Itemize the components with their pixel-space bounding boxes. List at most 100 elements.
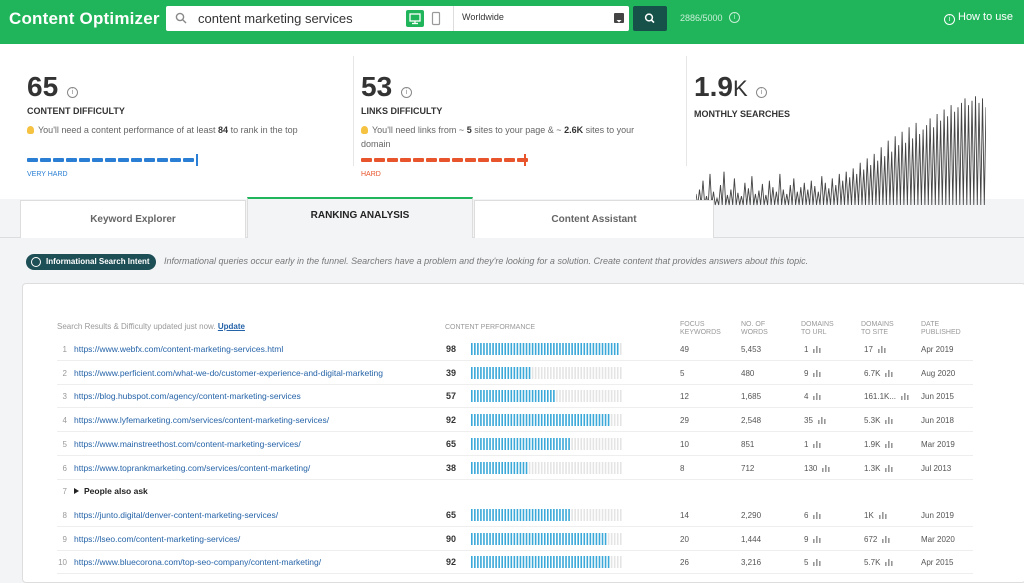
chart-icon[interactable]	[813, 511, 822, 519]
results-caption: Search Results & Difficulty updated just…	[57, 322, 245, 331]
performance-tick	[568, 390, 570, 403]
performance-tick	[559, 461, 561, 474]
table-row[interactable]: 6 https://www.toprankmarketing.com/servic…	[57, 457, 973, 480]
table-row[interactable]: 5 https://www.mainstreethost.com/content-…	[57, 433, 973, 456]
performance-tick	[556, 461, 558, 474]
chart-icon[interactable]	[813, 345, 822, 353]
people-also-ask-row[interactable]: 7 People also ask	[57, 480, 973, 503]
performance-tick	[619, 390, 622, 403]
performance-tick	[583, 414, 586, 427]
performance-tick	[540, 508, 543, 521]
performance-tick	[592, 461, 595, 474]
tab-content-assistant[interactable]: Content Assistant	[474, 200, 714, 238]
bar-segment	[66, 158, 77, 162]
performance-tick	[583, 366, 586, 379]
performance-tick	[543, 414, 546, 427]
domains-to-site: 17	[864, 345, 886, 354]
search-icon	[175, 12, 187, 24]
desktop-device-button[interactable]	[406, 10, 424, 27]
result-url-link[interactable]: https://blog.hubspot.com/agency/content-…	[74, 391, 301, 402]
chart-icon[interactable]	[813, 535, 822, 543]
performance-tick	[498, 366, 500, 379]
chart-icon[interactable]	[822, 464, 830, 472]
info-icon[interactable]: i	[729, 12, 740, 23]
bar-segment	[439, 158, 450, 162]
chart-icon[interactable]	[813, 558, 822, 567]
performance-tick	[483, 556, 485, 569]
how-to-use-link[interactable]: i How to use	[944, 11, 1013, 25]
chart-icon[interactable]	[813, 440, 822, 448]
info-icon[interactable]: i	[756, 87, 767, 98]
search-input[interactable]	[198, 9, 398, 27]
performance-tick	[531, 343, 534, 355]
mobile-device-button[interactable]	[430, 10, 442, 27]
update-link[interactable]: Update	[217, 322, 245, 331]
performance-tick	[486, 437, 488, 450]
performance-tick	[480, 508, 482, 521]
people-also-ask-toggle[interactable]: People also ask	[74, 486, 148, 496]
performance-tick	[543, 556, 546, 569]
performance-tick	[477, 508, 479, 521]
performance-tick	[553, 532, 555, 545]
chart-icon[interactable]	[885, 558, 894, 567]
performance-tick	[534, 390, 537, 403]
bar-marker	[196, 154, 198, 166]
info-icon[interactable]: i	[67, 87, 78, 98]
bar-segment	[131, 158, 142, 162]
chart-icon[interactable]	[885, 416, 894, 425]
performance-tick	[577, 532, 579, 545]
table-row[interactable]: 9 https://lseo.com/content-marketing-serv…	[57, 528, 973, 551]
result-url-link[interactable]: https://www.perficient.com/what-we-do/cu…	[74, 367, 383, 378]
table-row[interactable]: 2 https://www.perficient.com/what-we-do/c…	[57, 362, 973, 385]
domains-to-url: 9	[804, 369, 822, 378]
performance-tick	[586, 390, 589, 403]
table-row[interactable]: 1 https://www.webfx.com/content-marketing…	[57, 338, 973, 361]
table-row[interactable]: 4 https://www.lyfemarketing.com/services/…	[57, 409, 973, 433]
links-difficulty-label: LINKS DIFFICULTY	[361, 106, 443, 116]
result-url-link[interactable]: https://lseo.com/content-marketing-servi…	[74, 533, 241, 544]
chart-icon[interactable]	[877, 345, 886, 353]
chart-icon[interactable]	[885, 440, 894, 448]
performance-tick	[550, 508, 552, 521]
chart-icon[interactable]	[817, 416, 826, 425]
chart-icon[interactable]	[885, 464, 894, 472]
performance-tick	[553, 414, 555, 427]
performance-tick	[574, 532, 576, 545]
location-select[interactable]: Worldwide	[462, 12, 504, 22]
tab-ranking-analysis[interactable]: RANKING ANALYSIS	[247, 197, 473, 238]
info-icon[interactable]: i	[401, 87, 412, 98]
result-url-link[interactable]: https://www.webfx.com/content-marketing-…	[74, 344, 284, 354]
result-url-link[interactable]: https://junto.digital/denver-content-mar…	[74, 509, 279, 520]
performance-tick	[495, 414, 497, 427]
performance-tick	[613, 390, 616, 403]
search-intent-badge: Informational Search Intent	[26, 254, 156, 270]
chart-icon[interactable]	[885, 369, 894, 377]
performance-tick	[537, 343, 540, 355]
chart-icon[interactable]	[813, 369, 822, 377]
chart-icon[interactable]	[882, 535, 890, 543]
performance-tick	[531, 366, 534, 379]
metrics-panel: 65 i CONTENT DIFFICULTY You'll need a co…	[0, 44, 1024, 206]
result-url-link[interactable]: https://www.toprankmarketing.com/service…	[74, 462, 311, 473]
performance-tick	[574, 556, 576, 569]
performance-tick	[543, 437, 546, 450]
performance-tick	[619, 343, 622, 355]
search-button[interactable]	[633, 6, 667, 31]
result-url-link[interactable]: https://www.lyfemarketing.com/services/c…	[74, 415, 330, 426]
tab-keyword-explorer[interactable]: Keyword Explorer	[20, 200, 246, 238]
table-row[interactable]: 3 https://blog.hubspot.com/agency/content…	[57, 385, 973, 409]
dropdown-caret-icon[interactable]	[614, 13, 624, 23]
bar-segment	[374, 158, 385, 162]
chart-icon[interactable]	[901, 392, 909, 401]
performance-tick	[613, 556, 616, 569]
performance-tick	[550, 390, 552, 403]
result-url-link[interactable]: https://www.bluecorona.com/top-seo-compa…	[74, 557, 322, 568]
result-url-link[interactable]: https://www.mainstreethost.com/content-m…	[74, 438, 301, 449]
chart-icon[interactable]	[878, 511, 887, 519]
chart-icon[interactable]	[813, 392, 822, 401]
table-row[interactable]: 10 https://www.bluecorona.com/top-seo-com…	[57, 551, 973, 575]
bar-segment	[452, 158, 463, 162]
performance-tick	[571, 414, 573, 427]
header-content-performance: CONTENT PERFORMANCE	[445, 324, 536, 331]
table-row[interactable]: 8 https://junto.digital/denver-content-ma…	[57, 504, 973, 527]
